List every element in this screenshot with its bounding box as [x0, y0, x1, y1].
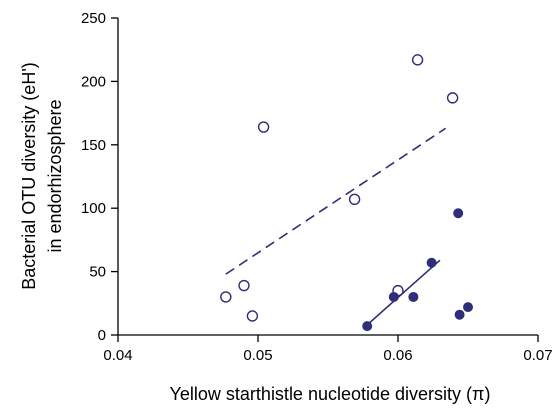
- y-tick-label: 50: [89, 264, 106, 281]
- filled-circle-point: [426, 257, 437, 268]
- y-tick-label: 200: [81, 73, 106, 90]
- data-markers: [220, 54, 474, 332]
- y-tick-label: 100: [81, 200, 106, 217]
- x-tick-label: 0.04: [103, 347, 132, 364]
- open-circle-point: [257, 121, 270, 133]
- axes: 0 50 100 150 200 250 0.04 0.05 0.06 0.07: [81, 10, 553, 364]
- y-axis-label-line-1: Bacterial OTU diversity (eH'): [19, 62, 39, 289]
- y-tick-label: 150: [81, 137, 106, 154]
- y-tick-label: 250: [81, 10, 106, 27]
- filled-circle-point: [454, 309, 465, 320]
- open-circle-point: [446, 92, 459, 104]
- axis-labels: Yellow starthistle nucleotide diversity …: [19, 62, 490, 404]
- y-axis-label-line-2: in endorhizosphere: [45, 99, 65, 252]
- filled-circle-point: [362, 321, 373, 332]
- dashed-trend-line: [225, 127, 447, 275]
- filled-circle-point: [453, 208, 464, 219]
- open-circle-point: [411, 54, 424, 66]
- filled-circle-point: [463, 302, 474, 313]
- open-circle-point: [220, 291, 232, 303]
- x-tick-label: 0.06: [383, 347, 412, 364]
- open-circle-point: [238, 279, 250, 292]
- filled-circle-point: [408, 291, 419, 302]
- y-tick-label: 0: [98, 327, 106, 344]
- open-circle-point: [348, 193, 361, 206]
- x-tick-label: 0.05: [243, 347, 272, 364]
- filled-circle-point: [388, 291, 399, 302]
- x-tick-label: 0.07: [523, 347, 552, 364]
- x-axis-label: Yellow starthistle nucleotide diversity …: [170, 384, 491, 404]
- open-circle-point: [246, 310, 259, 322]
